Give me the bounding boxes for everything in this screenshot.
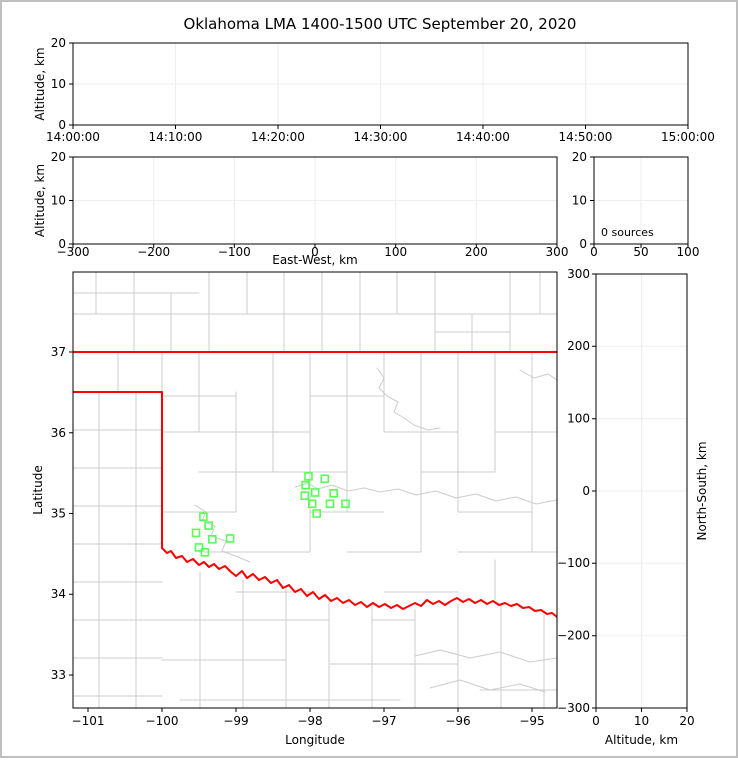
- y-tick-label: 100: [567, 412, 590, 426]
- y-tick-label: 33: [51, 668, 66, 682]
- river-boundaries: [194, 367, 557, 563]
- lma-station-marker: [301, 480, 310, 490]
- x-tick-label: −300: [57, 245, 90, 259]
- lma-station-marker: [329, 488, 339, 498]
- x-tick-label: −98: [297, 714, 322, 728]
- x-tick-label: 14:40:00: [456, 130, 510, 144]
- lma-station-marker: [225, 534, 235, 543]
- x-axis-label: East-West, km: [272, 253, 358, 267]
- y-tick-label: 37: [51, 345, 66, 359]
- y-tick-label: −300: [557, 701, 590, 715]
- y-axis-label-right: North-South, km: [695, 441, 709, 540]
- y-tick-label: 200: [567, 339, 590, 353]
- x-tick-label: 14:30:00: [354, 130, 408, 144]
- y-tick-label: 20: [51, 36, 66, 50]
- x-tick-label: 0: [592, 714, 600, 728]
- y-tick-label: 36: [51, 426, 66, 440]
- lma-station-marker: [191, 528, 201, 538]
- x-tick-label: 200: [465, 245, 488, 259]
- oklahoma-state-border: [73, 351, 557, 618]
- y-tick-label: 35: [51, 507, 66, 521]
- lma-station-marker: [341, 499, 350, 509]
- lma-station-marker: [200, 547, 210, 557]
- x-tick-label: 20: [679, 714, 694, 728]
- x-tick-label: −99: [223, 714, 248, 728]
- lma-station-marker: [208, 534, 217, 544]
- ns-panel-gridlines: [596, 274, 687, 708]
- y-tick-label: 20: [51, 150, 66, 164]
- lma-station-marker: [204, 521, 213, 530]
- x-tick-label: −97: [371, 714, 396, 728]
- lma-station-marker: [194, 543, 204, 552]
- x-tick-label: 300: [546, 245, 569, 259]
- ns-panel-ticks: [592, 273, 688, 712]
- x-tick-label: 15:00:00: [661, 130, 715, 144]
- county-boundaries: [73, 272, 557, 708]
- x-tick-label: 50: [633, 245, 648, 259]
- red-river-border: [161, 547, 557, 618]
- y-tick-label: 20: [572, 150, 587, 164]
- map-panel-ticks: [69, 351, 533, 712]
- lma-station-marker: [310, 488, 320, 497]
- y-tick-label: 300: [567, 267, 590, 281]
- kansas-counties: [73, 272, 557, 353]
- lma-station-marker: [325, 499, 335, 509]
- y-axis-label: Latitude: [31, 465, 45, 514]
- ew-panel-gridlines: [73, 157, 557, 244]
- y-tick-label: −200: [557, 629, 590, 643]
- x-tick-label: −200: [137, 245, 170, 259]
- lma-station-marker: [307, 499, 317, 509]
- y-tick-label: 10: [51, 194, 66, 208]
- y-tick-label: 0: [582, 484, 590, 498]
- x-axis-label: Altitude, km: [605, 733, 678, 747]
- y-tick-label: −100: [557, 556, 590, 570]
- x-tick-label: 100: [677, 245, 700, 259]
- lma-station-marker: [199, 512, 208, 522]
- hist-panel-gridlines: [594, 157, 688, 244]
- x-tick-label: 14:10:00: [149, 130, 203, 144]
- y-tick-label: 0: [58, 118, 66, 132]
- texas-south-counties: [161, 571, 557, 708]
- x-axis-label: Longitude: [285, 733, 345, 747]
- lma-station-marker: [304, 472, 313, 481]
- y-tick-label: 0: [58, 237, 66, 251]
- x-tick-label: 10: [634, 714, 649, 728]
- x-tick-label: −100: [218, 245, 251, 259]
- y-axis-label: Altitude, km: [33, 164, 47, 237]
- x-tick-label: −95: [519, 714, 544, 728]
- time-panel-gridlines: [73, 43, 688, 125]
- panhandle-border: [73, 391, 163, 549]
- x-tick-label: −100: [146, 714, 179, 728]
- y-tick-label: 0: [579, 237, 587, 251]
- time-panel-ticks: [69, 42, 689, 129]
- y-tick-label: 10: [572, 194, 587, 208]
- x-tick-label: −101: [72, 714, 105, 728]
- lma-station-marker: [320, 474, 330, 484]
- x-tick-label: 0: [590, 245, 598, 259]
- ew-panel-ticks: [69, 156, 558, 248]
- x-tick-label: 0: [311, 245, 319, 259]
- lma-station-markers: [191, 472, 350, 557]
- oklahoma-counties: [117, 351, 557, 601]
- figure-title: Oklahoma LMA 1400-1500 UTC September 20,…: [184, 15, 577, 33]
- y-tick-label: 34: [51, 587, 66, 601]
- y-axis-label: Altitude, km: [33, 47, 47, 120]
- x-tick-label: 100: [384, 245, 407, 259]
- x-tick-label: 14:20:00: [251, 130, 305, 144]
- x-tick-label: −96: [445, 714, 470, 728]
- source-count-annotation: 0 sources: [601, 226, 654, 239]
- y-tick-label: 10: [51, 77, 66, 91]
- texas-panhandle-counties: [73, 391, 163, 708]
- x-tick-label: 14:00:00: [46, 130, 100, 144]
- lma-station-marker: [300, 491, 310, 501]
- plan-view-map-panel: [72, 271, 558, 709]
- hist-panel-ticks: [590, 156, 689, 248]
- x-tick-label: 14:50:00: [559, 130, 613, 144]
- lma-station-marker: [312, 509, 322, 518]
